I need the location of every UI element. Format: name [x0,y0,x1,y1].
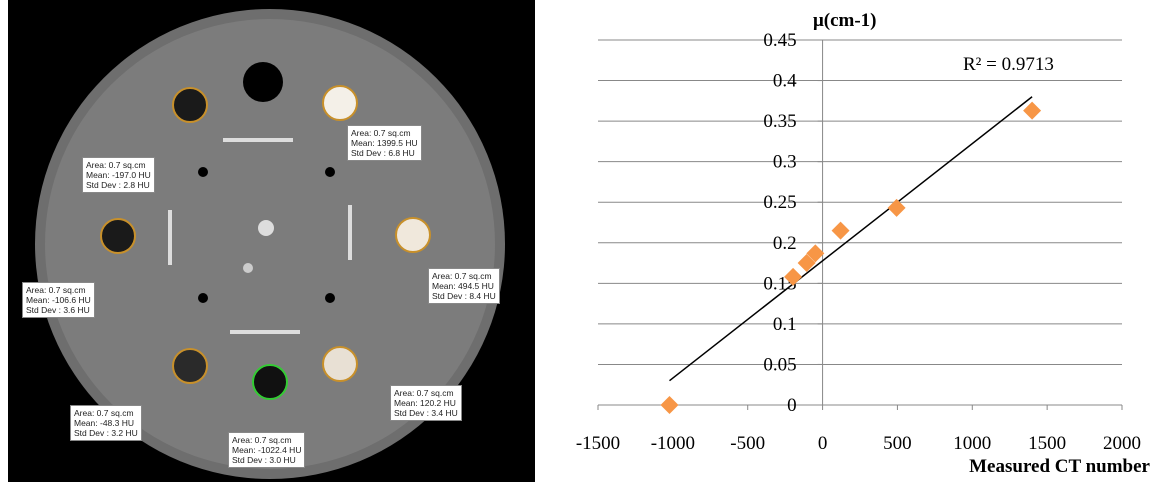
roi-line: Area: 0.7 sq.cm [432,271,496,281]
roi-line: Mean: 1399.5 HU [351,138,418,148]
roi-line: Mean: 494.5 HU [432,281,496,291]
roi-line: Area: 0.7 sq.cm [74,408,138,418]
x-tick-label: 1000 [953,433,991,454]
y-tick-label: 0.35 [763,111,796,132]
roi-line: Std Dev : 2.8 HU [86,180,151,190]
x-tick-label: -500 [730,433,765,454]
roi-line: Mean: 120.2 HU [394,398,458,408]
roi-line: Std Dev : 3.6 HU [26,305,91,315]
y-tick-label: 0.05 [763,354,796,375]
roi-line: Mean: -197.0 HU [86,170,151,180]
y-tick-label: 0.1 [773,314,797,335]
annotation: R² = 0.9713 [963,54,1054,75]
page: Area: 0.7 sq.cmMean: -197.0 HUStd Dev : … [0,0,1153,482]
roi-line: Std Dev : 6.8 HU [351,148,418,158]
roi-line: Std Dev : 8.4 HU [432,291,496,301]
roi-line: Std Dev : 3.2 HU [74,428,138,438]
roi-line: Area: 0.7 sq.cm [232,435,301,445]
y-tick-label: 0.4 [773,71,797,92]
y-tick-label: 0.25 [763,192,796,213]
roi-line: Mean: -106.6 HU [26,295,91,305]
x-tick-label: 2000 [1103,433,1141,454]
point [832,222,850,240]
roi-line: Std Dev : 3.0 HU [232,455,301,465]
y-tick-label: 0.2 [773,233,797,254]
y-axis-title: μ(cm-1) [813,10,877,31]
x-tick-label: 1500 [1028,433,1066,454]
x-tick-label: -1000 [651,433,695,454]
x-tick-label: -1500 [576,433,620,454]
point [888,199,906,217]
roi-line: Area: 0.7 sq.cm [351,128,418,138]
x-axis-title: Measured CT number [969,456,1150,477]
y-tick-label: 0.3 [773,152,797,173]
point [661,396,679,414]
y-tick-label: 0 [787,395,797,416]
roi-line: Mean: -48.3 HU [74,418,138,428]
y-tick-label: 0.45 [763,30,796,51]
roi-line: Mean: -1022.4 HU [232,445,301,455]
chart: μ(cm-1) R² = 0.9713 Measured CT number 0… [548,0,1153,482]
roi-line: Area: 0.7 sq.cm [86,160,151,170]
x-tick-label: 500 [883,433,912,454]
trendline [670,97,1033,381]
roi-line: Area: 0.7 sq.cm [26,285,91,295]
point [1023,102,1041,120]
x-tick-label: 0 [818,433,828,454]
roi-line: Std Dev : 3.4 HU [394,408,458,418]
roi-line: Area: 0.7 sq.cm [394,388,458,398]
